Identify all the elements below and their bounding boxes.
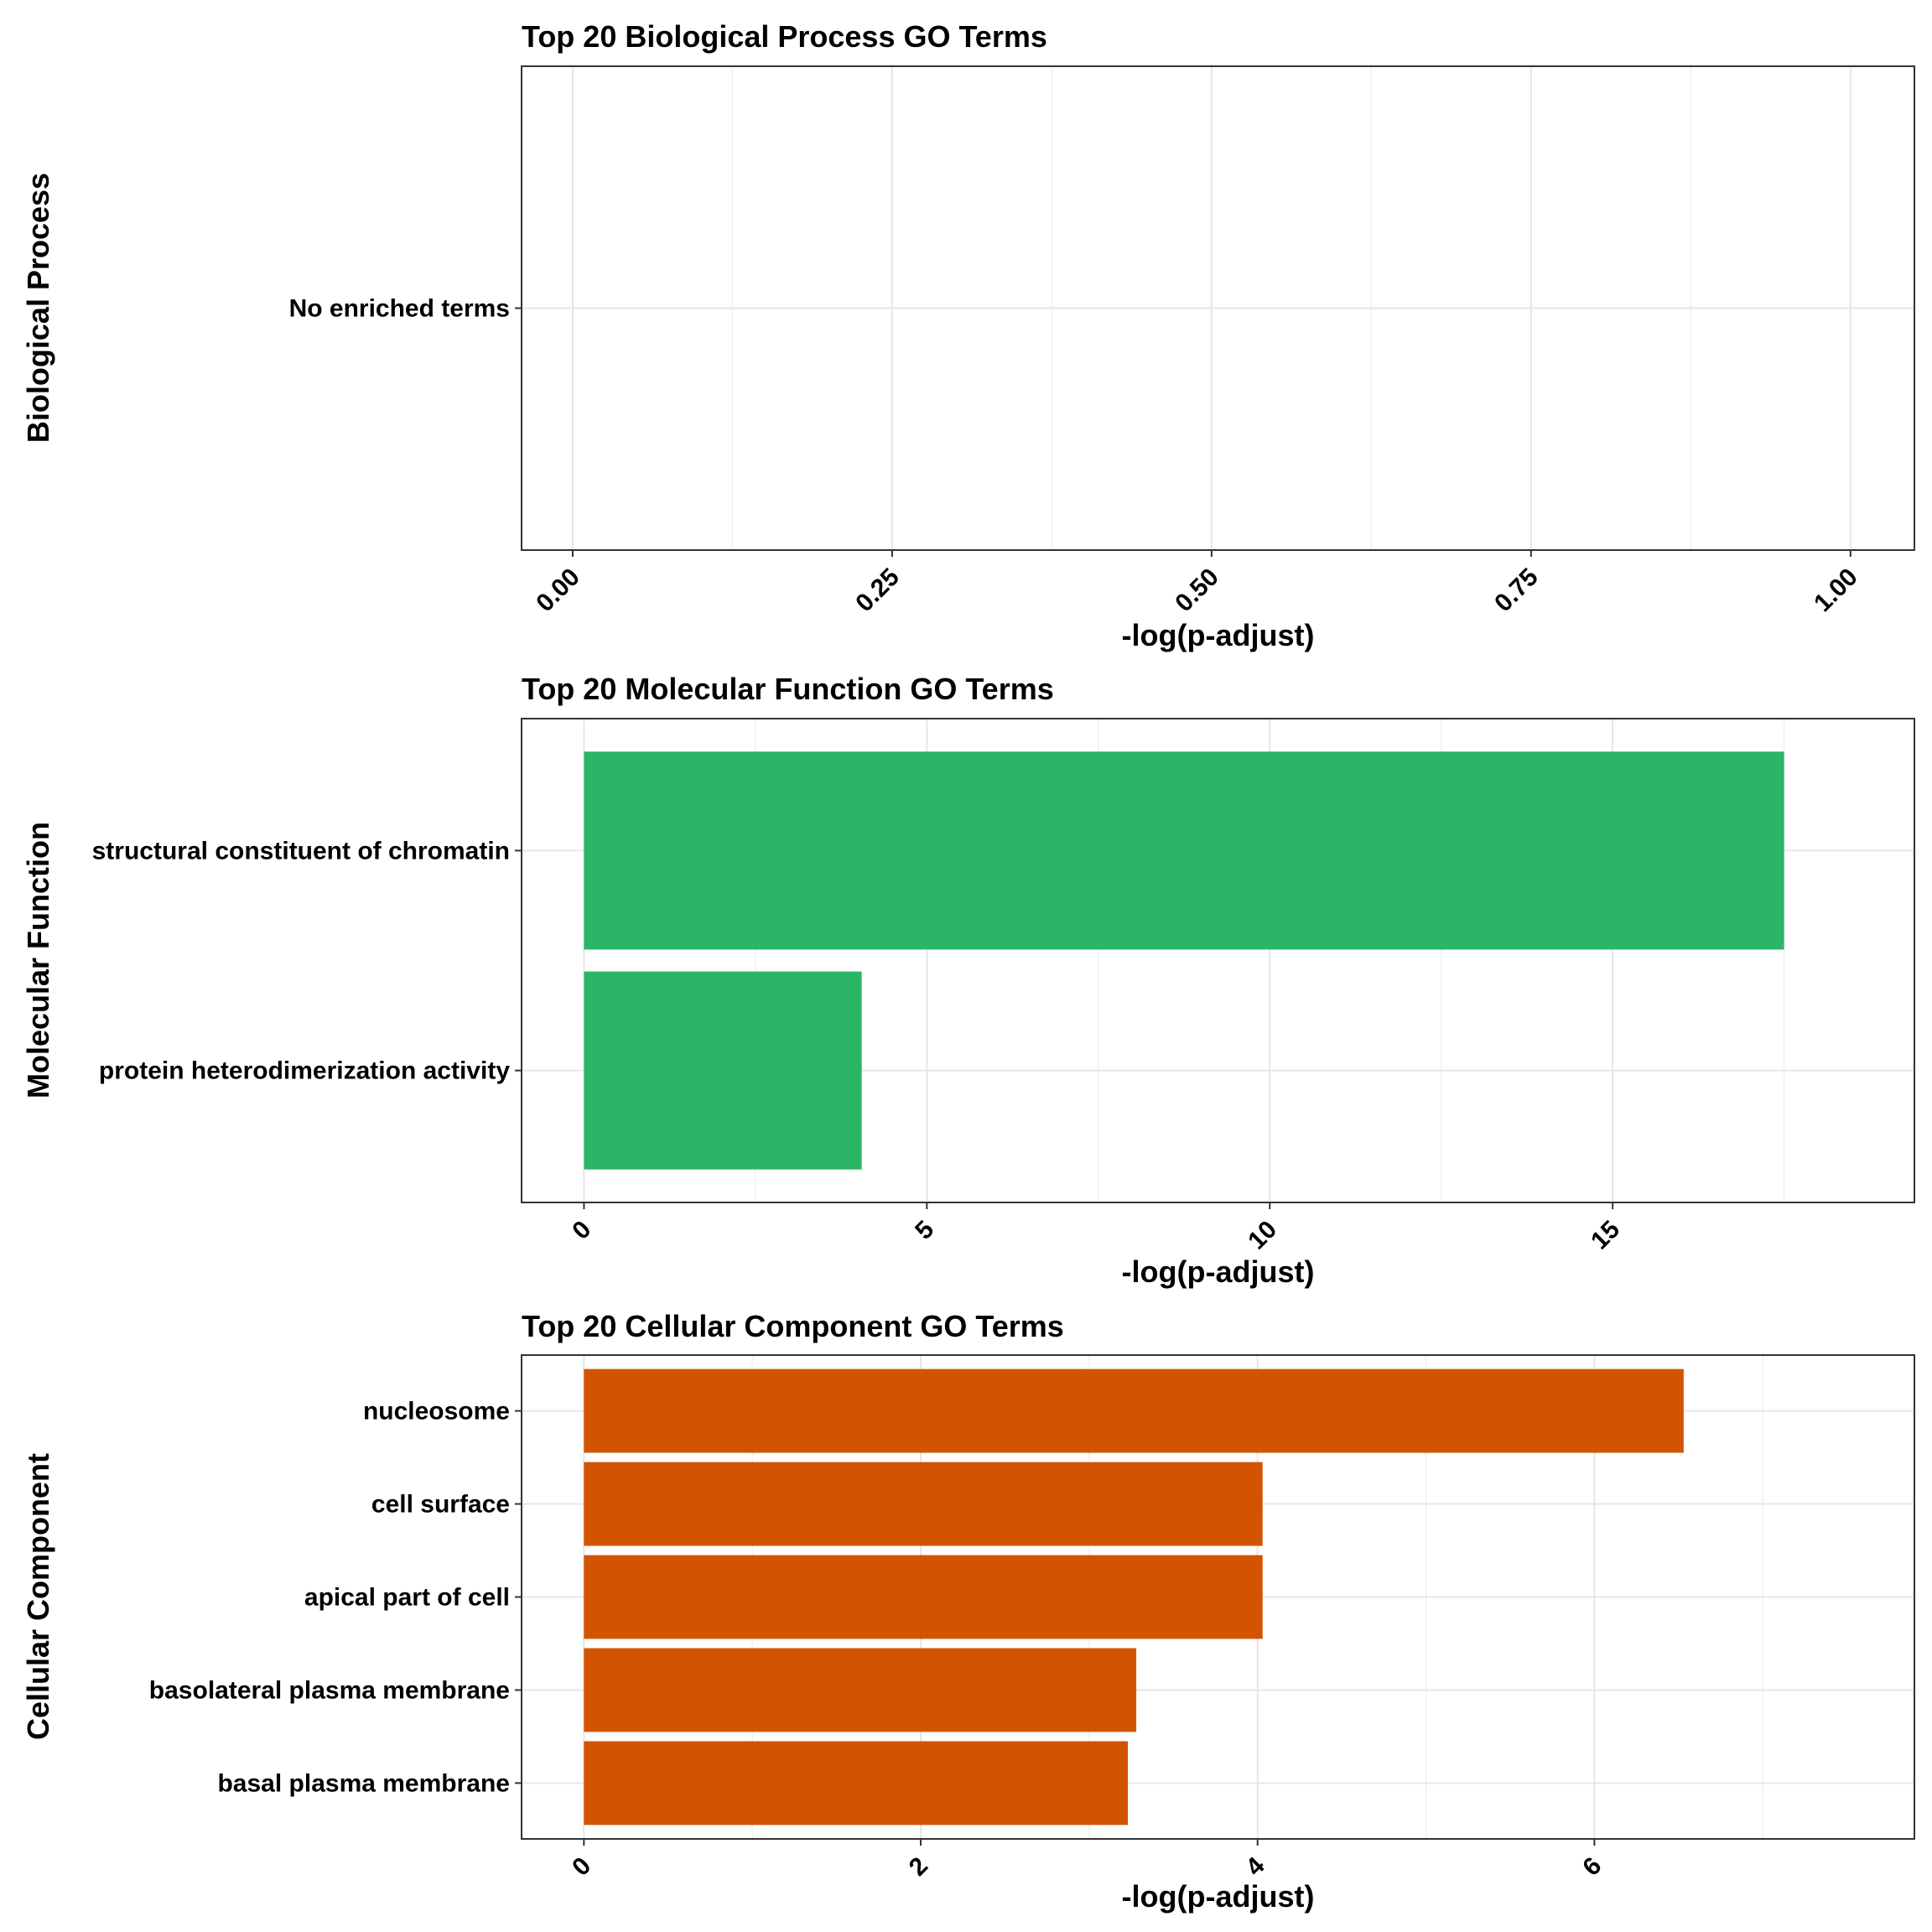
category-label: basolateral plasma membrane <box>149 1676 510 1704</box>
panel-title: Top 20 Cellular Component GO Terms <box>522 1309 1064 1343</box>
x-axis-label: -log(p-adjust) <box>1122 1254 1315 1289</box>
category-label: basal plasma membrane <box>217 1769 510 1797</box>
y-axis-label: Cellular Component <box>21 1453 55 1740</box>
category-label: structural constituent of chromatin <box>92 837 510 865</box>
category-label: apical part of cell <box>304 1584 510 1612</box>
x-tick-label: 0.00 <box>531 564 585 618</box>
x-tick-label: 0 <box>567 1216 596 1245</box>
x-tick-label: 0 <box>567 1852 596 1882</box>
bar <box>584 1368 1684 1453</box>
y-axis-label: Molecular Function <box>21 822 55 1098</box>
x-axis-label: -log(p-adjust) <box>1122 618 1315 652</box>
x-tick-label: 0.75 <box>1489 564 1544 618</box>
panel-border <box>521 718 1915 1203</box>
x-tick-label: 0.25 <box>850 564 905 618</box>
x-tick-label: 5 <box>910 1216 939 1245</box>
category-label: cell surface <box>371 1491 510 1519</box>
panel-title: Top 20 Biological Process GO Terms <box>522 19 1047 54</box>
bar <box>584 1741 1129 1826</box>
x-tick-label: 15 <box>1586 1216 1625 1255</box>
x-tick-label: 2 <box>904 1852 933 1882</box>
x-tick-label: 4 <box>1241 1852 1270 1881</box>
category-label: No enriched terms <box>289 295 510 323</box>
y-axis-label: Biological Process <box>21 173 55 443</box>
x-tick-label: 1.00 <box>1809 564 1863 618</box>
category-label: protein heterodimerization activity <box>99 1057 510 1085</box>
bar <box>584 1555 1263 1639</box>
panel-3: nucleosome cell surface apical part of cel… <box>21 1309 1915 1914</box>
category-label: nucleosome <box>363 1398 510 1426</box>
x-axis-label: -log(p-adjust) <box>1122 1879 1315 1914</box>
bar <box>584 971 862 1170</box>
panel-title: Top 20 Molecular Function GO Terms <box>522 672 1054 706</box>
x-tick-label: 10 <box>1243 1216 1282 1255</box>
bar <box>584 1648 1137 1732</box>
bar <box>584 751 1784 950</box>
bar <box>584 1462 1263 1546</box>
panel-1: No enriched terms 0.00 0.25 0.50 0.75 1.00 Top… <box>21 19 1915 652</box>
x-tick-label: 6 <box>1577 1852 1607 1882</box>
panel-2: structural constituent of chromatin prote… <box>21 672 1915 1289</box>
x-tick-label: 0.50 <box>1170 564 1224 618</box>
